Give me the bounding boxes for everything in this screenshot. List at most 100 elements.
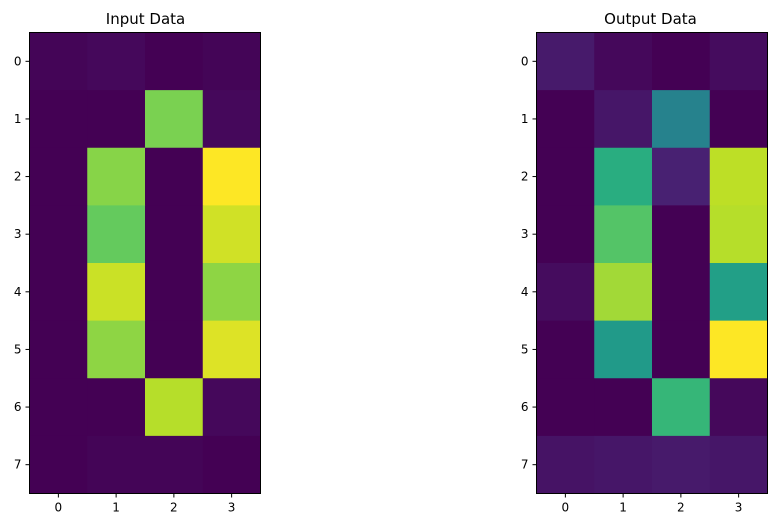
output-data-cell-r0-c0 [536,32,595,91]
input-data-cell-r1-c0 [29,90,88,149]
input-data-cell-r1-c1 [87,90,146,149]
input-data-cell-r3-c0 [29,205,88,264]
input-data-title: Input Data [106,10,185,28]
output-data-y-tick-label-4: 4 [521,285,529,299]
input-data-axes-frame [29,32,261,494]
input-data-cell-r3-c2 [145,205,204,264]
input-data-panel: Input Data 0 1 2 3 0 1 2 3 4 5 6 7 [14,10,261,515]
input-data-cell-r7-c3 [202,435,261,494]
output-data-cell-r7-c1 [594,435,653,494]
output-data-cell-r1-c0 [536,90,595,149]
output-data-title: Output Data [604,10,697,28]
output-data-cell-r0-c1 [594,32,653,91]
input-data-cell-r7-c1 [87,435,146,494]
output-data-x-tick-label-0: 0 [562,501,570,515]
output-data-cell-r4-c0 [536,263,595,322]
output-data-cell-r7-c0 [536,435,595,494]
input-data-cell-r6-c0 [29,378,88,437]
output-data-axes-frame [536,32,768,494]
output-data-cell-r6-c1 [594,378,653,437]
output-data-cell-r1-c3 [709,90,768,149]
output-data-x-tick-label-1: 1 [619,501,627,515]
input-data-cell-r4-c0 [29,263,88,322]
output-data-heatmap-cells [536,32,768,494]
output-data-cell-r3-c3 [709,205,768,264]
output-data-cell-r5-c0 [536,320,595,379]
input-data-cell-r0-c2 [145,32,204,91]
output-data-y-tick-label-7: 7 [521,458,529,472]
input-data-cell-r5-c3 [202,320,261,379]
input-data-cell-r6-c2 [145,378,204,437]
input-data-cell-r2-c0 [29,147,88,206]
input-data-cell-r6-c1 [87,378,146,437]
output-data-y-tick-label-5: 5 [521,342,529,356]
input-data-heatmap-cells [29,32,261,494]
output-data-x-tick-label-2: 2 [677,501,685,515]
output-data-cell-r0-c2 [652,32,711,91]
output-data-cell-r3-c1 [594,205,653,264]
output-data-y-axis: 0 1 2 3 4 5 6 7 [521,54,537,472]
output-data-cell-r2-c2 [652,147,711,206]
output-data-cell-r1-c2 [652,90,711,149]
output-data-cell-r0-c3 [709,32,768,91]
output-data-cell-r6-c2 [652,378,711,437]
output-data-y-tick-label-0: 0 [521,54,529,68]
output-data-y-tick-label-1: 1 [521,112,529,126]
input-data-cell-r4-c1 [87,263,146,322]
output-data-cell-r4-c2 [652,263,711,322]
output-data-y-tick-label-3: 3 [521,227,529,241]
input-data-cell-r2-c2 [145,147,204,206]
output-data-x-axis: 0 1 2 3 [562,493,743,515]
input-data-x-tick-label-1: 1 [112,501,120,515]
input-data-cell-r2-c1 [87,147,146,206]
input-data-cell-r4-c3 [202,263,261,322]
input-data-cell-r6-c3 [202,378,261,437]
output-data-cell-r6-c0 [536,378,595,437]
input-data-x-tick-label-3: 3 [228,501,236,515]
input-data-cell-r0-c1 [87,32,146,91]
output-data-cell-r1-c1 [594,90,653,149]
input-data-cell-r1-c3 [202,90,261,149]
output-data-cell-r4-c3 [709,263,768,322]
input-data-cell-r5-c1 [87,320,146,379]
output-data-cell-r2-c0 [536,147,595,206]
output-data-x-tick-label-3: 3 [735,501,743,515]
output-data-cell-r7-c3 [709,435,768,494]
output-data-cell-r3-c0 [536,205,595,264]
input-data-cell-r5-c0 [29,320,88,379]
input-data-x-tick-label-0: 0 [55,501,63,515]
input-data-cell-r1-c2 [145,90,204,149]
input-data-y-tick-label-6: 6 [14,400,22,414]
input-data-cell-r7-c2 [145,435,204,494]
output-data-y-tick-label-2: 2 [521,170,529,184]
input-data-y-axis: 0 1 2 3 4 5 6 7 [14,54,30,472]
input-data-cell-r4-c2 [145,263,204,322]
output-data-cell-r2-c3 [709,147,768,206]
input-data-cell-r3-c1 [87,205,146,264]
output-data-cell-r6-c3 [709,378,768,437]
input-data-y-tick-label-1: 1 [14,112,22,126]
output-data-panel: Output Data 0 1 2 3 0 1 2 3 4 5 6 7 [521,10,768,515]
output-data-cell-r5-c2 [652,320,711,379]
input-data-y-tick-label-5: 5 [14,342,22,356]
input-data-cell-r5-c2 [145,320,204,379]
output-data-cell-r5-c3 [709,320,768,379]
output-data-cell-r7-c2 [652,435,711,494]
input-data-x-axis: 0 1 2 3 [55,493,236,515]
input-data-y-tick-label-7: 7 [14,458,22,472]
output-data-cell-r4-c1 [594,263,653,322]
output-data-cell-r2-c1 [594,147,653,206]
input-data-cell-r3-c3 [202,205,261,264]
output-data-y-tick-label-6: 6 [521,400,529,414]
input-data-y-tick-label-3: 3 [14,227,22,241]
input-data-x-tick-label-2: 2 [170,501,178,515]
input-data-y-tick-label-0: 0 [14,54,22,68]
input-data-cell-r7-c0 [29,435,88,494]
input-data-cell-r0-c3 [202,32,261,91]
input-data-y-tick-label-2: 2 [14,170,22,184]
output-data-cell-r3-c2 [652,205,711,264]
output-data-cell-r5-c1 [594,320,653,379]
input-data-cell-r0-c0 [29,32,88,91]
input-data-y-tick-label-4: 4 [14,285,22,299]
